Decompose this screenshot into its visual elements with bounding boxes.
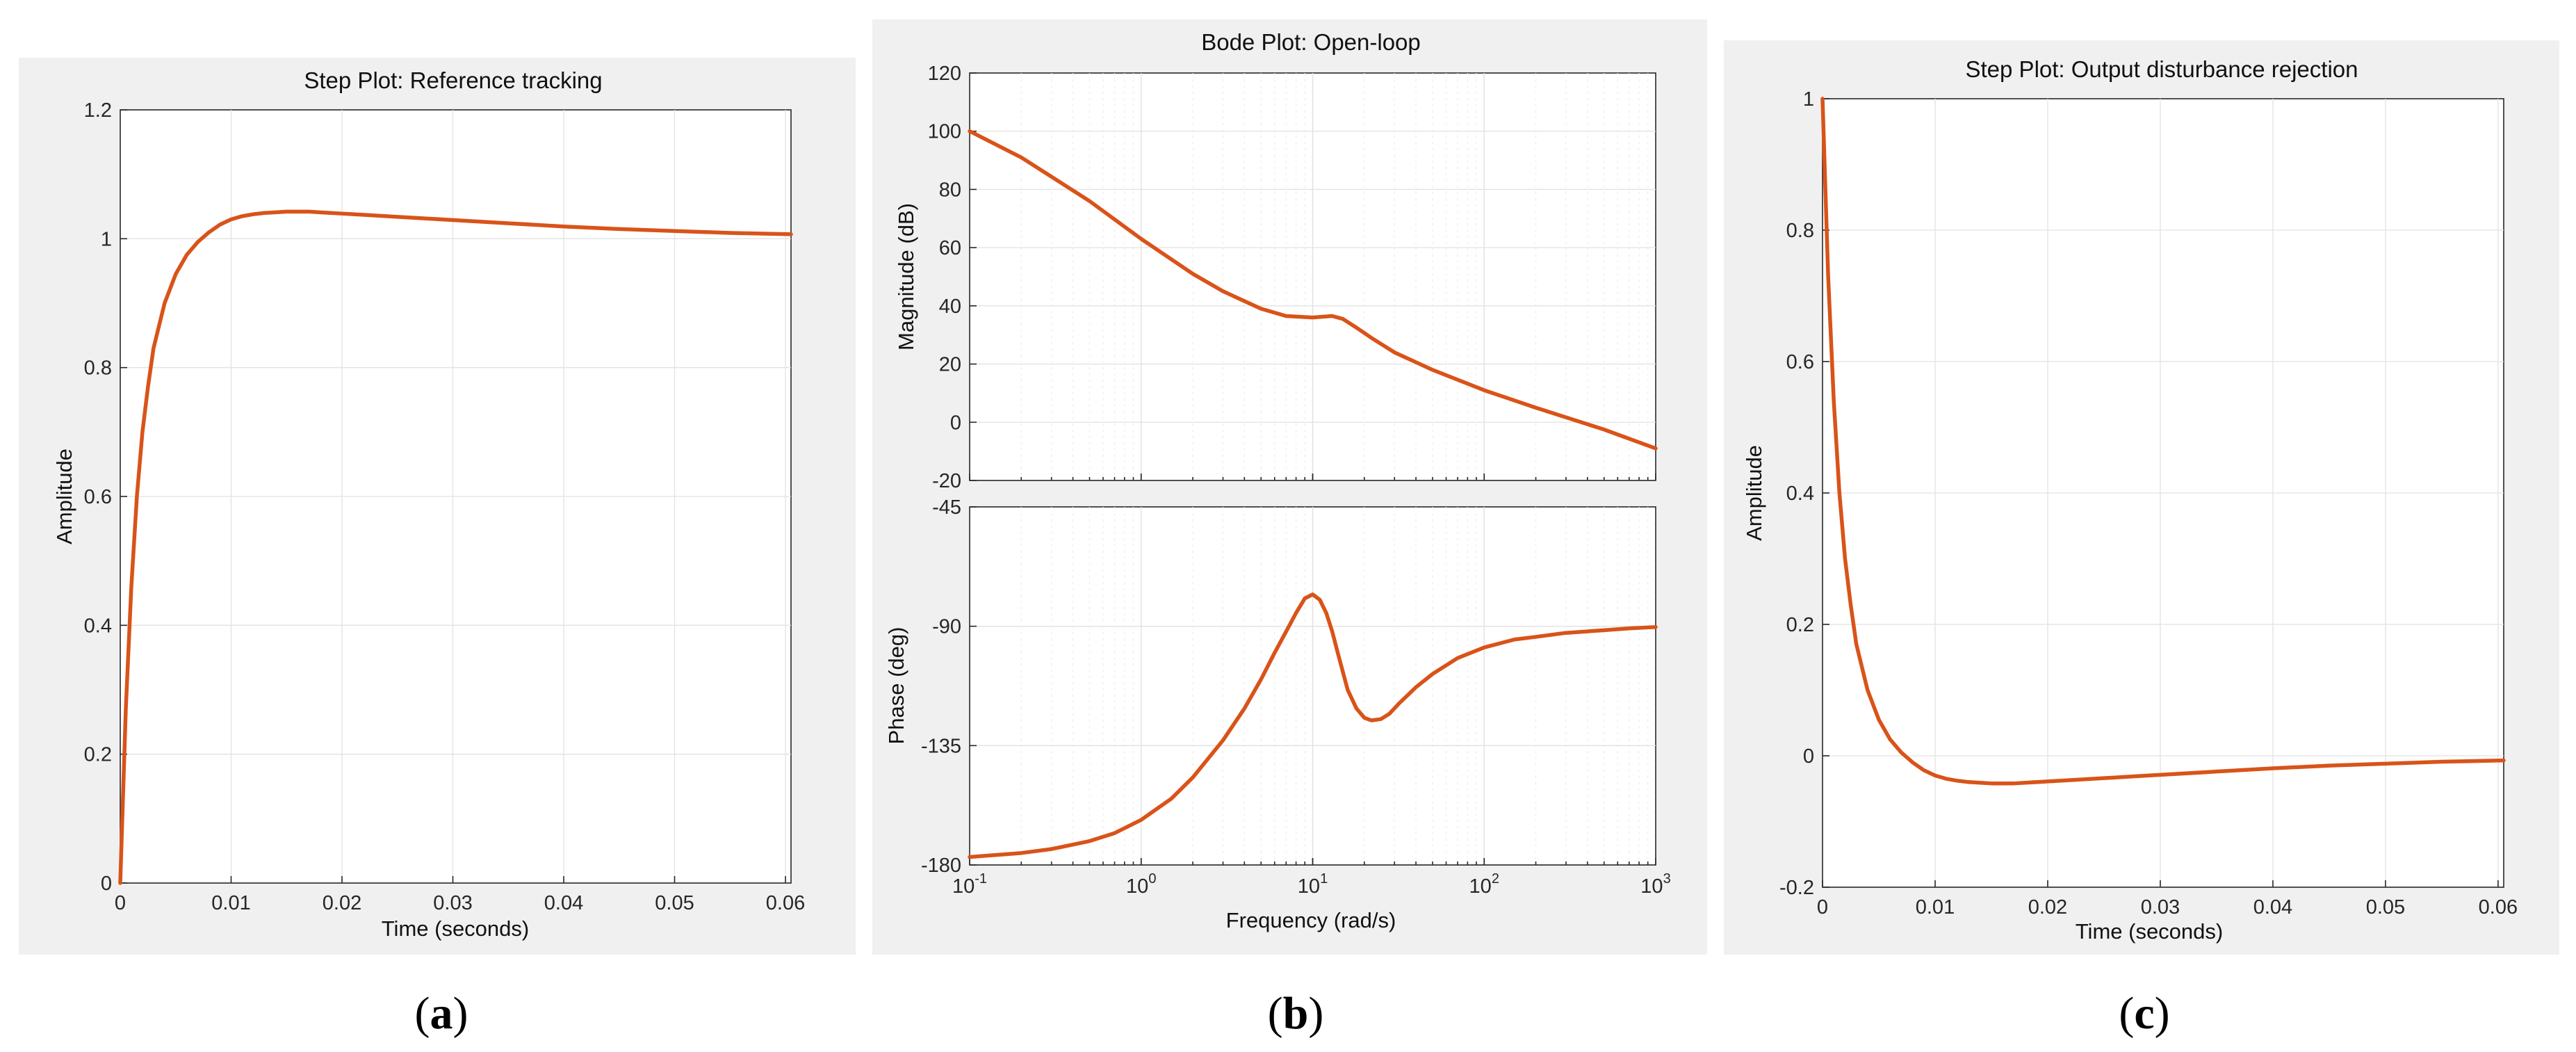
panel-a-xtick-label: 0.02 bbox=[323, 892, 361, 914]
panel-c-grid bbox=[1823, 99, 2504, 887]
panel-b-phase-line bbox=[968, 592, 1658, 859]
panel-c-ytick-label: 1 bbox=[1803, 88, 1814, 111]
caption-b: (b) bbox=[1268, 988, 1324, 1039]
panel-a-ytick-label: 1 bbox=[101, 228, 112, 250]
panel-b-xtick-base: 10 bbox=[1640, 875, 1663, 898]
panel-c: Step Plot: Output disturbance rejection … bbox=[1724, 40, 2559, 955]
panel-c-xtick-label: 0.05 bbox=[2366, 896, 2405, 919]
panel-b-xtick-base: 10 bbox=[1126, 875, 1148, 898]
panel-a-ytick-label: 0.8 bbox=[84, 357, 112, 380]
panel-a-title: Step Plot: Reference tracking bbox=[304, 67, 602, 93]
panel-a-ylabel: Amplitude bbox=[52, 448, 76, 544]
panel-a-xtick-label: 0 bbox=[115, 892, 126, 914]
panel-b-xtick-base: 10 bbox=[1469, 875, 1492, 898]
panel-a-ytick-label: 1.2 bbox=[84, 99, 112, 122]
panel-b-magnitude-ytick-label: -20 bbox=[932, 470, 961, 492]
panel-b-magnitude-line bbox=[968, 129, 1658, 451]
panel-c-ytick-label: 0.6 bbox=[1786, 351, 1814, 373]
panel-b-phase-ytick-label: -180 bbox=[921, 855, 961, 877]
panel-b-xtick-base: 10 bbox=[1298, 875, 1320, 898]
panel-c-ytick-label: 0.4 bbox=[1786, 483, 1814, 505]
panel-a: Step Plot: Reference tracking 0 0.01 0.02 0… bbox=[19, 58, 856, 955]
panel-a-ytick-label: 0.4 bbox=[84, 615, 112, 637]
panel-c-ticks: 0 0.01 0.02 0.03 0.04 0.05 0.06-0.200.20.40.60… bbox=[1779, 88, 2518, 919]
panel-b-phase-ytick-label: -135 bbox=[921, 735, 961, 757]
panel-b-phase-ytick-label: -45 bbox=[932, 496, 961, 519]
panel-c-xtick-label: 0.06 bbox=[2479, 896, 2518, 919]
panel-a-ytick-label: 0.6 bbox=[84, 486, 112, 508]
caption-a: (a) bbox=[415, 988, 468, 1039]
panel-b-xtick-label: 101 bbox=[1298, 871, 1328, 898]
panel-a-xtick-label: 0.06 bbox=[766, 892, 805, 914]
panel-b-xtick-label: 102 bbox=[1469, 871, 1499, 898]
panel-b-magnitude-ytick-label: 40 bbox=[939, 296, 961, 318]
panel-a-grid bbox=[120, 110, 791, 883]
panel-b-magnitude-ytick-label: 100 bbox=[928, 121, 961, 143]
panel-a-ticks: 0 0.01 0.02 0.03 0.04 0.05 0.06 0 0.2 0.4 0.6 0.8 1 1… bbox=[84, 99, 806, 914]
panel-b-magnitude-ylabel: Magnitude (dB) bbox=[894, 203, 918, 350]
panel-b-phase-ytick-label: -90 bbox=[932, 616, 961, 638]
panel-b-magnitude-ytick-label: 0 bbox=[950, 412, 961, 434]
panel-b-grid bbox=[970, 73, 1656, 865]
panel-c-xtick-label: 0.01 bbox=[1916, 896, 1955, 919]
panel-c-xtick-label: 0.04 bbox=[2253, 896, 2292, 919]
panel-b-magnitude-ytick-label: 60 bbox=[939, 237, 961, 259]
panel-b-xtick-exponent: 0 bbox=[1148, 871, 1156, 887]
panel-b-xtick-exponent: 2 bbox=[1492, 871, 1499, 887]
panel-b-xtick-label: 100 bbox=[1126, 871, 1156, 898]
panel-c-xtick-label: 0.02 bbox=[2028, 896, 2067, 919]
panel-b-xlabel: Frequency (rad/s) bbox=[1226, 908, 1396, 932]
panel-a-xtick-label: 0.01 bbox=[211, 892, 250, 914]
panel-a-xtick-label: 0.05 bbox=[655, 892, 694, 914]
panel-c-ylabel: Amplitude bbox=[1742, 445, 1766, 541]
panel-c-xtick-label: 0 bbox=[1817, 896, 1828, 919]
panel-b-phase-ylabel: Phase (deg) bbox=[884, 627, 908, 745]
panel-b-title: Bode Plot: Open-loop bbox=[1201, 29, 1421, 55]
panel-a-xtick-label: 0.04 bbox=[544, 892, 583, 914]
panel-c-title: Step Plot: Output disturbance rejection bbox=[1966, 56, 2358, 82]
panel-b-xtick-label: 103 bbox=[1640, 871, 1670, 898]
panel-b: Bode Plot: Open-loop -20020406080100120-… bbox=[872, 19, 1707, 955]
panel-c-step-response-line bbox=[1820, 97, 2506, 786]
panel-c-ytick-label: 0 bbox=[1803, 745, 1814, 768]
panel-a-ytick-label: 0 bbox=[101, 873, 112, 895]
panel-b-xtick-label: 10-1 bbox=[952, 871, 987, 898]
panel-c-xtick-label: 0.03 bbox=[2141, 896, 2180, 919]
panel-b-magnitude-ytick-label: 80 bbox=[939, 179, 961, 201]
panel-a-xlabel: Time (seconds) bbox=[382, 916, 529, 941]
panel-b-xtick-exponent: 3 bbox=[1663, 871, 1671, 887]
panel-b-xtick-base: 10 bbox=[952, 875, 975, 898]
panel-b-xtick-exponent: -1 bbox=[975, 871, 987, 887]
panel-a-xtick-label: 0.03 bbox=[433, 892, 472, 914]
panel-c-ytick-label: 0.8 bbox=[1786, 220, 1814, 242]
panel-a-step-response-line bbox=[118, 209, 793, 885]
panel-c-xlabel: Time (seconds) bbox=[2076, 919, 2223, 944]
panel-a-ytick-label: 0.2 bbox=[84, 744, 112, 766]
panel-b-xtick-exponent: 1 bbox=[1320, 871, 1328, 887]
panel-b-magnitude-ytick-label: 20 bbox=[939, 354, 961, 376]
caption-c: (c) bbox=[2119, 988, 2169, 1039]
panel-b-magnitude-ytick-label: 120 bbox=[928, 63, 961, 85]
panel-c-ytick-label: 0.2 bbox=[1786, 614, 1814, 636]
panel-c-ytick-label: -0.2 bbox=[1779, 877, 1814, 899]
